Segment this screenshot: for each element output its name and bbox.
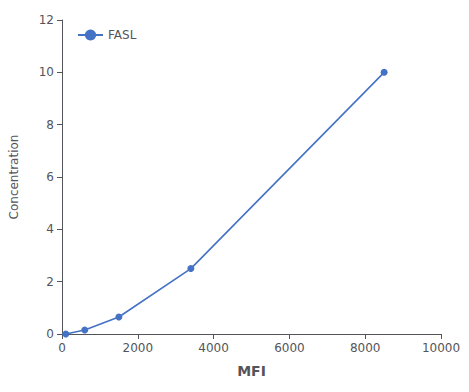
- svg-text:4000: 4000: [198, 341, 229, 355]
- svg-text:8: 8: [46, 118, 54, 132]
- svg-text:6000: 6000: [274, 341, 305, 355]
- svg-text:FASL: FASL: [108, 28, 137, 42]
- svg-text:MFI: MFI: [237, 363, 266, 379]
- svg-text:10000: 10000: [422, 341, 460, 355]
- svg-text:8000: 8000: [350, 341, 381, 355]
- svg-text:2: 2: [46, 275, 54, 289]
- svg-text:6: 6: [46, 170, 54, 184]
- svg-text:0: 0: [58, 341, 66, 355]
- svg-text:Concentration: Concentration: [7, 135, 21, 220]
- svg-text:10: 10: [39, 65, 54, 79]
- svg-text:4: 4: [46, 222, 54, 236]
- svg-text:2000: 2000: [123, 341, 154, 355]
- svg-text:0: 0: [46, 327, 54, 341]
- svg-text:12: 12: [39, 13, 54, 27]
